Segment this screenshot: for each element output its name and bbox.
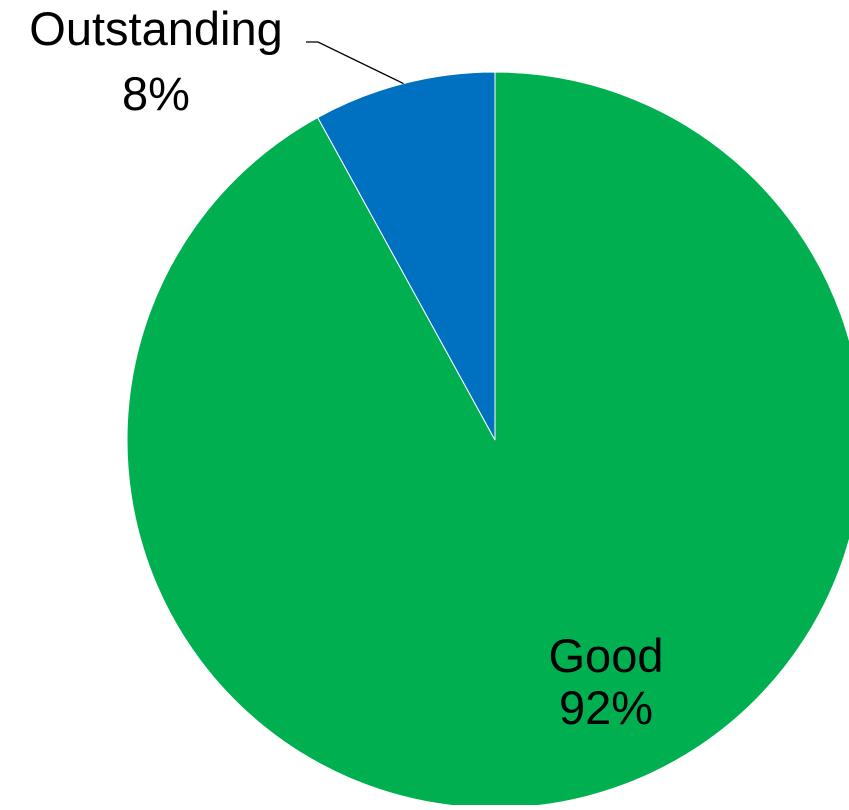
leader-lines-layer (306, 41, 404, 85)
slices-layer (126, 71, 849, 809)
data-label-good-percent: 92% (559, 681, 653, 734)
data-label-outstanding-percent: 8% (122, 67, 190, 120)
pie-slice-good (126, 71, 849, 809)
pie-slice-outstanding (317, 71, 496, 441)
data-label-good-category: Good (549, 629, 664, 682)
leader-line-outstanding (306, 41, 404, 85)
data-label-outstanding-category: Outstanding (29, 2, 282, 55)
